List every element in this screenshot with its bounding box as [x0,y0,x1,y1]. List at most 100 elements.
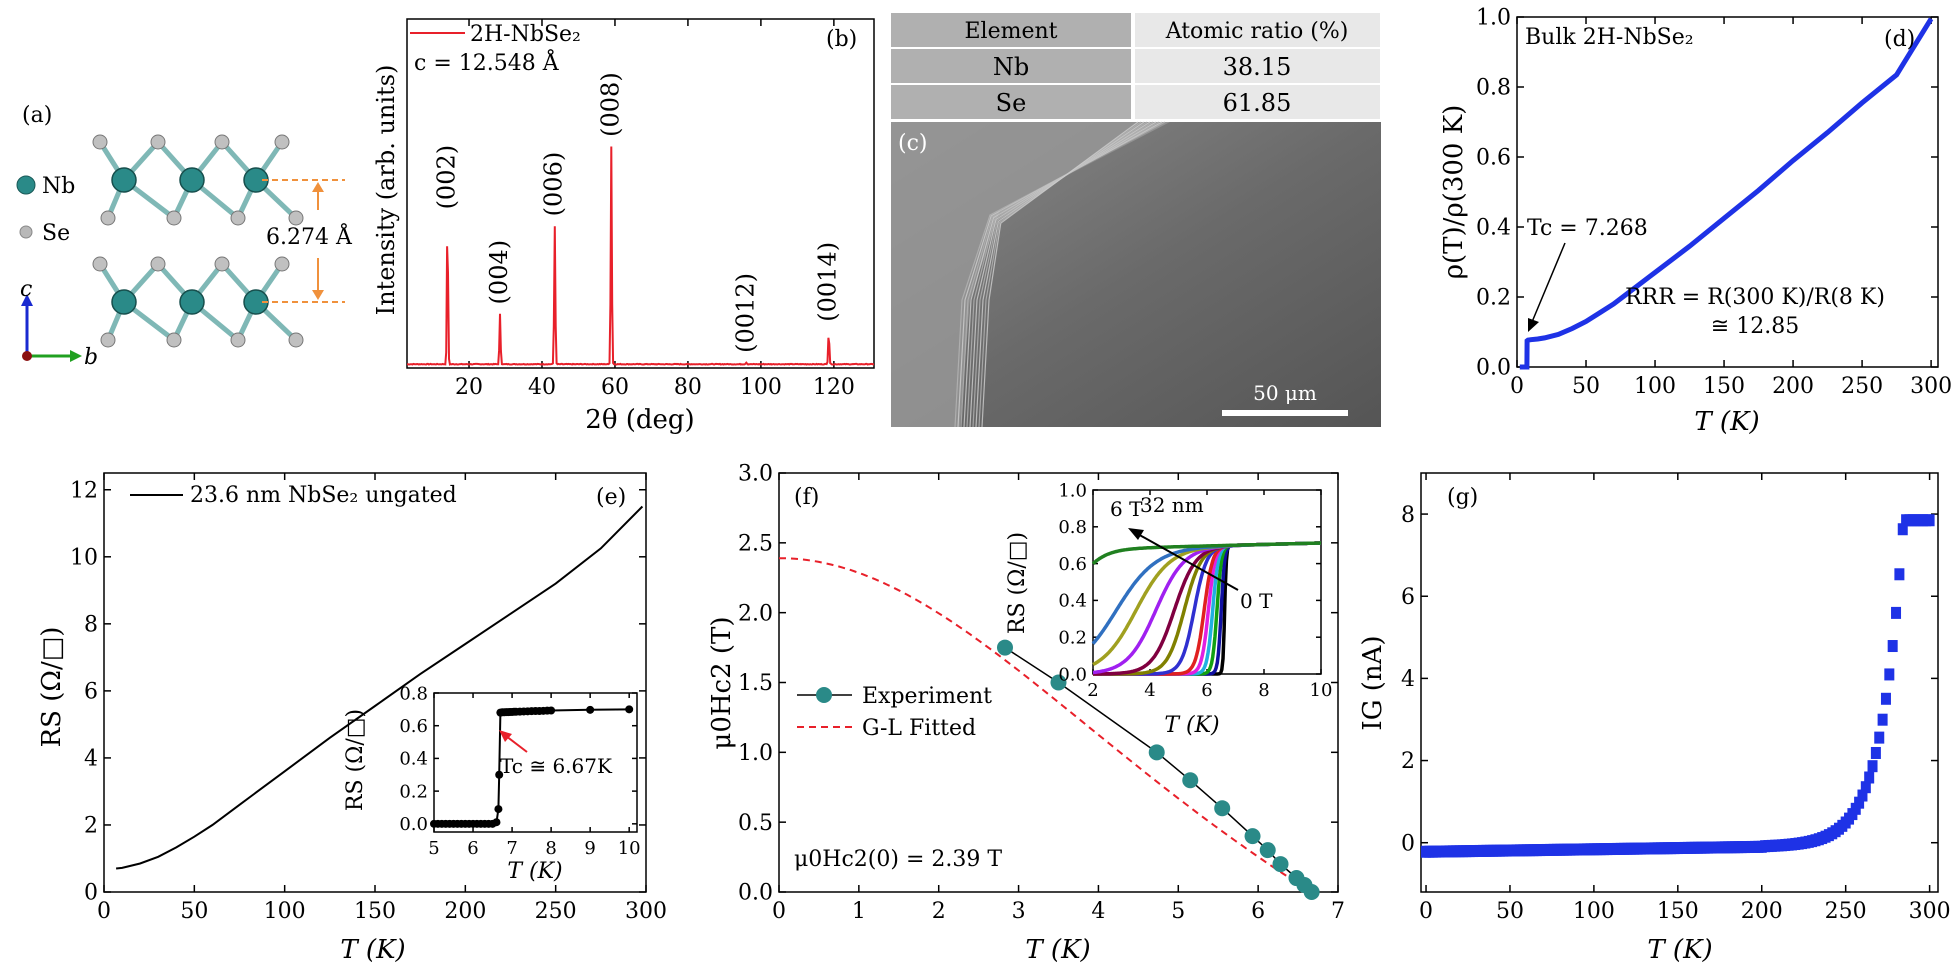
panel-d-ylabel: ρ(T)/ρ(300 K) [1439,105,1469,280]
inset-point [495,770,504,779]
panel-b-ylabel: Intensity (arb. units) [372,65,400,316]
inset-6t-label: 6 T [1110,497,1143,521]
axis-c-label: c [20,277,32,302]
y-tick-label: 0.2 [1476,286,1511,311]
x-tick-label: 3 [1012,899,1026,924]
gate-current-point [1891,606,1902,619]
x-tick-label: 7 [1331,899,1345,924]
y-tick-label: 12 [70,478,98,503]
y-tick-label: 1.0 [738,741,773,766]
xrd-trace [407,146,875,366]
gate-current-points [1421,514,1935,858]
panel-a-crystal: (a) Nb Se 6.274 Å c b [16,103,353,370]
rs-trace [116,505,644,870]
x-tick-label: 200 [1772,374,1814,399]
panel-f-ticks: 0 1 2 3 4 5 6 7 0.0 0.5 1.0 1.5 2.0 2.5 3.0 [738,462,1345,924]
panel-e-xlabel: T (K) [340,935,405,965]
tc-arrowhead [1528,318,1539,332]
y-tick-label: 1.0 [1476,6,1511,31]
inset-point [492,818,501,827]
layer-spacing-label: 6.274 Å [266,222,353,250]
x-tick-label: 20 [455,375,483,400]
inset-field-curves [1091,541,1321,676]
x-tick-label: 6 [467,838,478,859]
y-tick-label: 0.8 [399,683,428,704]
y-tick-label: 2.0 [738,601,773,626]
gate-current-point [1850,802,1861,815]
y-tick-label: 0.0 [1058,664,1087,685]
x-tick-label: 100 [1634,374,1676,399]
peak-label: (008) [596,72,624,137]
y-tick-label: 3.0 [738,462,773,487]
se-atom [150,134,166,150]
experiment-point [1214,800,1231,817]
legend-nb-atom [16,175,36,195]
y-tick-label: 4 [84,747,98,772]
resistivity-trace [1519,17,1934,370]
y-tick-label: 6 [1401,585,1415,610]
x-tick-label: 150 [354,899,396,924]
peak-label: (006) [540,152,568,217]
panel-f-hc2-chart: 0 1 2 3 4 5 6 7 0.0 0.5 1.0 1.5 2.0 2.5 3.0 (f) Experi… [707,462,1345,965]
panel-f-xlabel: T (K) [1025,935,1090,965]
gate-current-point [1877,713,1888,726]
gate-current-point [1924,514,1935,527]
y-tick-label: 0.2 [1058,628,1087,649]
experiment-point [1244,828,1261,845]
inset-field-arrow [1135,532,1239,591]
y-tick-label: 0.5 [738,811,773,836]
gate-current-point [1864,771,1875,784]
y-tick-label: 2.5 [738,532,773,557]
nb-atom [179,289,205,315]
inset-tc-arrow [505,735,528,753]
panel-e-inset-xlabel: T (K) [507,859,562,884]
table-header-ratio: Atomic ratio (%) [1165,19,1349,44]
gate-current-point [1870,746,1881,759]
x-tick-label: 5 [428,838,439,859]
panel-f-inset-xlabel: T (K) [1164,713,1219,738]
x-tick-label: 60 [601,375,629,400]
y-tick-label: 0 [1401,831,1415,856]
panel-c-label: (c) [898,131,928,156]
se-atom [274,134,290,150]
se-atom [100,332,116,348]
spacing-arrowhead-top [312,182,324,192]
se-atom [166,332,182,348]
panel-g-ylabel: IG (nA) [1358,635,1388,730]
peak-label: (0012) [731,273,759,353]
x-tick-label: 2 [1087,680,1098,701]
y-tick-label: 8 [1401,503,1415,528]
table-row-0-cell-0 [891,49,1131,83]
y-tick-label: 0.4 [399,749,428,770]
legend-gl-fit: G-L Fitted [862,716,976,741]
inset-0t-label: 0 T [1240,589,1273,613]
peak-label: (004) [485,240,513,305]
y-tick-label: 6 [84,680,98,705]
panel-b-x-ticks: 20 40 60 80 100 120 [455,19,855,400]
sem-flake-edges [954,121,1166,428]
nb-atom [179,167,205,193]
sem-step-edge [981,121,1139,428]
x-tick-label: 4 [1144,680,1155,701]
lattice-constant: c = 12.548 Å [414,48,560,76]
gate-current-point [1894,568,1905,581]
spacing-arrowhead-bottom [312,290,324,300]
x-tick-label: 200 [1741,899,1783,924]
inset-point [547,706,556,715]
gate-current-point [1897,523,1908,536]
x-tick-label: 100 [740,375,782,400]
tc-arrow [1531,242,1566,323]
x-tick-label: 8 [545,838,556,859]
y-tick-label: 8 [84,613,98,638]
x-tick-label: 6 [1201,680,1212,701]
y-tick-label: 0.0 [738,881,773,906]
rrr-annotation: RRR = R(300 K)/R(8 K) [1625,285,1885,310]
panel-a-label: (a) [22,103,52,128]
axis-b-arrowhead [70,350,82,362]
x-tick-label: 250 [1841,374,1883,399]
experiment-points [996,639,1320,900]
panel-d-title: Bulk 2H-NbSe₂ [1525,25,1694,50]
peak-labels: (002) (004) (006) (008) (0012) (0014) [432,72,841,353]
x-tick-label: 50 [180,899,208,924]
panel-b-label: (b) [826,27,857,52]
